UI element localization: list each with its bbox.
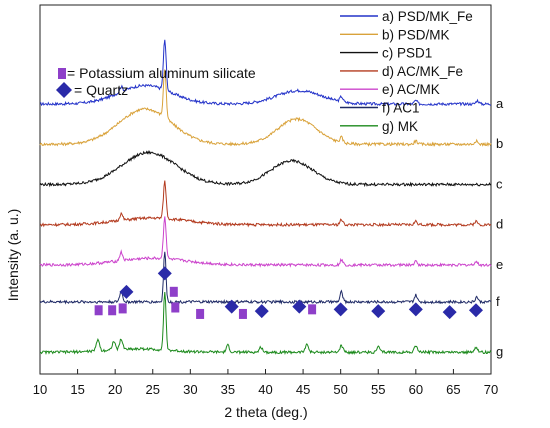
x-tick-label: 65: [446, 382, 460, 397]
series-line-a: [39, 39, 491, 107]
x-tick-label: 55: [371, 382, 385, 397]
potassium-aluminum-silicate-marker: [238, 308, 247, 319]
x-tick-label: 25: [146, 382, 160, 397]
x-tick-label: 10: [33, 382, 47, 397]
x-tick-label: 30: [183, 382, 197, 397]
series-line-f: [39, 251, 492, 305]
legend-diamond-icon: [56, 82, 72, 98]
potassium-aluminum-silicate-marker: [171, 302, 180, 313]
series-tag-e: e: [496, 257, 503, 272]
series-tag-a: a: [496, 96, 504, 111]
quartz-marker: [254, 304, 269, 319]
curves-layer: a b c d e f g: [39, 39, 504, 359]
legend-label-d: d) AC/MK_Fe: [382, 64, 463, 79]
legend-label-g: g) MK: [382, 119, 418, 134]
quartz-marker: [119, 284, 134, 299]
series-tag-g: g: [496, 344, 503, 359]
quartz-marker: [468, 303, 483, 318]
potassium-aluminum-silicate-marker: [169, 286, 178, 297]
x-axis-ticks: 10 15 20 25 30 35 40 45 50 55 60 65 70: [33, 369, 498, 397]
x-tick-label: 45: [296, 382, 310, 397]
x-tick-label: 40: [258, 382, 272, 397]
quartz-marker: [442, 305, 457, 320]
legend-label-a: a) PSD/MK_Fe: [382, 9, 473, 24]
potassium-aluminum-silicate-marker: [308, 304, 317, 315]
x-tick-label: 15: [70, 382, 84, 397]
quartz-marker: [157, 266, 172, 281]
quartz-marker: [333, 302, 348, 317]
x-tick-label: 50: [333, 382, 347, 397]
potassium-aluminum-silicate-marker: [196, 308, 205, 319]
series-line-g: [39, 291, 492, 356]
x-tick-label: 70: [484, 382, 498, 397]
legend-label-quartz: = Quartz: [74, 82, 128, 98]
series-tag-b: b: [496, 136, 503, 151]
series-tag-f: f: [496, 294, 500, 309]
x-tick-label: 20: [108, 382, 122, 397]
series-legend: a) PSD/MK_Fe b) PSD/MK c) PSD1 d) AC/MK_Fee…: [340, 9, 473, 134]
x-axis-title: 2 theta (deg.): [224, 404, 307, 420]
x-tick-label: 60: [409, 382, 423, 397]
phase-markers-layer: [94, 266, 483, 320]
y-axis-title: Intensity (a. u.): [5, 209, 21, 302]
potassium-aluminum-silicate-marker: [94, 305, 103, 316]
legend-square-icon: [58, 68, 66, 79]
series-line-b: [39, 69, 492, 147]
legend-label-b: b) PSD/MK: [382, 27, 450, 42]
series-tag-d: d: [496, 217, 503, 232]
legend-label-c: c) PSD1: [382, 46, 432, 61]
quartz-marker: [408, 302, 423, 317]
series-line-e: [39, 216, 492, 268]
series-line-d: [39, 180, 492, 228]
phase-marker-legend: = Potassium aluminum silicate= Quartz: [56, 65, 256, 98]
quartz-marker: [224, 299, 239, 314]
legend-label-f: f) AC1: [382, 101, 420, 116]
quartz-marker: [292, 299, 307, 314]
legend-label-potassium-aluminum-silicate: = Potassium aluminum silicate: [67, 65, 256, 81]
series-line-c: [39, 150, 492, 188]
x-tick-label: 35: [221, 382, 235, 397]
legend-label-e: e) AC/MK: [382, 82, 440, 97]
potassium-aluminum-silicate-marker: [118, 303, 127, 314]
quartz-marker: [371, 304, 386, 319]
series-tag-c: c: [496, 176, 503, 191]
potassium-aluminum-silicate-marker: [108, 305, 117, 316]
